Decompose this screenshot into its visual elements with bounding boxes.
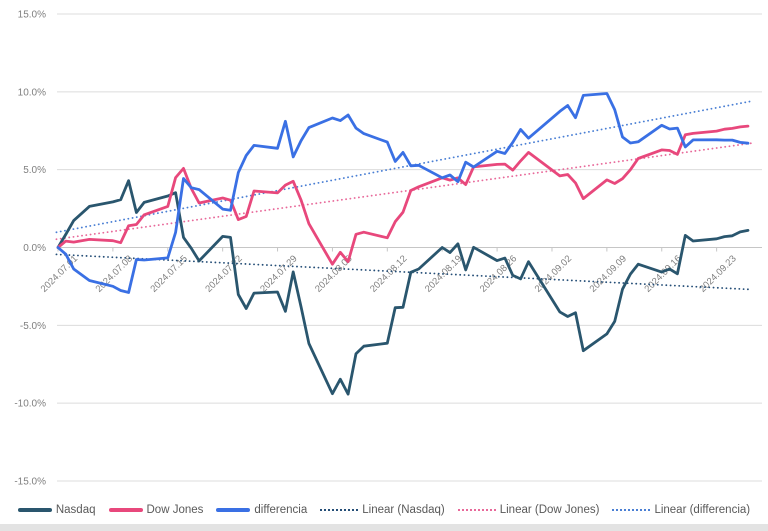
legend-item-dow-jones: Dow Jones [108,504,204,516]
y-axis-tick-label: 5.0% [23,165,46,176]
series-line-differencia [56,92,750,294]
series-line-dow-jones [56,124,750,266]
x-axis-tick-label: 2024.08.12 [368,253,409,294]
linear-nasdaq-dotted-swatch-icon [320,509,359,511]
y-axis-tick-label: 10.0% [18,87,46,98]
legend-item-differencia: differencia [216,504,307,516]
legend-label-differencia: differencia [254,504,308,516]
y-axis-tick-label: -10.0% [14,399,46,410]
legend-label-nasdaq: Nasdaq [55,504,96,516]
y-axis-tick-label: -15.0% [14,477,46,488]
x-axis-tick-label: 2024.09.02 [533,253,574,294]
linear-differencia-dotted-swatch-icon [612,509,651,511]
legend-label-dow-jones: Dow Jones [146,504,204,516]
x-axis-tick-label: 2024.07.01 [39,253,80,294]
legend-label-linear-dow-jones: Linear (Dow Jones) [499,504,600,516]
legend-label-linear-differencia: Linear (differencia) [654,504,751,516]
legend-item-nasdaq: Nasdaq [17,504,96,516]
legend-label-linear-nasdaq: Linear (Nasdaq) [362,504,445,516]
y-axis-tick-label: 15.0% [18,9,46,20]
dow-jones-line-swatch-icon [108,508,143,512]
linear-dow-jones-dotted-swatch-icon [457,509,496,511]
chart-legend: Nasdaq Dow Jones differencia Linear (Nas… [0,501,768,519]
nasdaq-line-swatch-icon [17,508,52,512]
y-axis-tick-label: 0.0% [23,243,46,254]
y-axis-tick-label: -5.0% [20,321,46,332]
trendline-differencia [55,100,753,234]
legend-item-linear-differencia: Linear (differencia) [612,504,750,516]
legend-item-linear-nasdaq: Linear (Nasdaq) [320,504,445,516]
window-bottom-edge [0,524,768,531]
differencia-line-swatch-icon [216,508,251,512]
legend-item-linear-dow-jones: Linear (Dow Jones) [457,504,600,516]
trendline-dow-jones [55,142,753,241]
trendline-nasdaq [55,253,753,291]
